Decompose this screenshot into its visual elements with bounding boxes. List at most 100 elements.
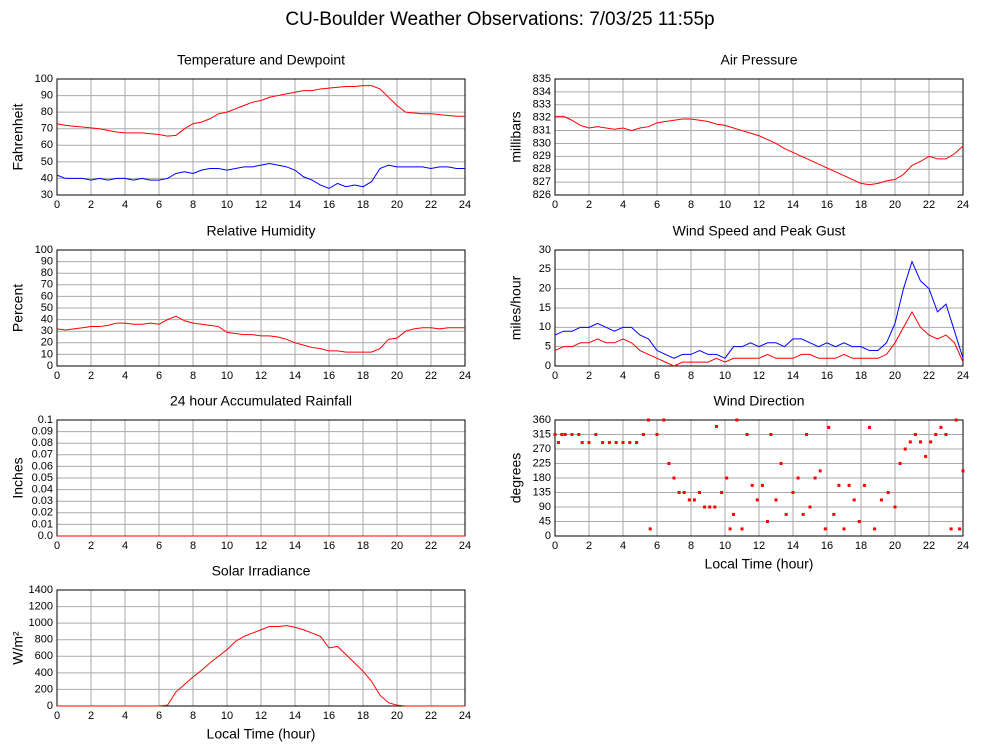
chart-title: Air Pressure [720,52,797,68]
x-tick-label: 16 [323,370,335,382]
x-tick-label: 6 [156,199,162,211]
x-tick-label: 2 [88,199,94,211]
data-point [893,505,897,509]
data-point [784,512,788,516]
x-tick-label: 14 [289,710,301,722]
data-point [868,425,871,429]
data-point [655,433,659,436]
x-tick-label: 10 [719,199,731,211]
data-point [805,433,809,436]
y-tick-label: 90 [41,89,53,101]
x-tick-label: 22 [425,199,437,211]
data-point [852,498,856,502]
data-point [929,440,933,444]
x-tick-label: 18 [855,199,867,211]
data-point [873,527,877,531]
y-tick-label: 30 [41,325,53,337]
x-tick-label: 0 [552,540,558,552]
x-tick-label: 12 [753,199,765,211]
data-point [774,498,778,502]
x-tick-label: 14 [787,370,799,382]
data-point [740,527,744,531]
y-tick-label: 835 [533,73,551,85]
y-tick-label: 830 [533,137,551,149]
data-point [745,433,749,436]
y-tick-label: 60 [41,139,53,151]
y-tick-label: 800 [35,634,53,646]
y-tick-label: 80 [41,106,53,118]
data-point [791,491,795,494]
x-tick-label: 6 [654,540,660,552]
data-point [698,491,701,494]
y-tick-label: 828 [533,163,551,175]
x-tick-label: 0 [54,540,60,552]
data-point [808,505,812,509]
y-tick-label: 834 [533,86,551,98]
y-tick-label: 50 [41,156,53,168]
data-point [713,505,717,509]
y-tick-label: 360 [533,414,551,426]
data-line [56,315,465,353]
data-line [56,163,465,189]
y-axis-label: degrees [508,453,524,504]
x-tick-label: 4 [620,540,626,552]
y-tick-label: 200 [35,683,53,695]
y-axis-label: Percent [10,284,26,332]
plot-frame [56,78,466,196]
data-point [827,425,831,429]
x-tick-label: 16 [323,199,335,211]
data-point [601,441,605,445]
x-tick-label: 8 [688,199,694,211]
y-axis-label: Fahrenheit [10,103,26,170]
data-point [779,462,783,465]
y-tick-label: 30 [539,244,551,256]
x-tick-label: 16 [821,199,833,211]
x-tick-label: 12 [255,540,267,552]
data-point [862,483,866,487]
data-line [57,625,465,707]
data-point [924,454,928,458]
data-line [554,260,964,359]
x-tick-label: 18 [357,710,369,722]
data-point [823,527,827,531]
y-tick-label: 0.1 [38,414,53,426]
x-tick-label: 12 [753,540,765,552]
data-point [732,512,735,516]
plot-frame [56,249,466,367]
data-point [750,483,754,487]
y-tick-label: 70 [41,279,53,291]
data-line [554,310,964,367]
x-tick-label: 0 [54,370,60,382]
x-tick-label: 6 [156,710,162,722]
plot-frame [554,419,964,537]
x-tick-label: 6 [654,199,660,211]
y-tick-label: 50 [41,302,53,314]
x-tick-label: 20 [391,199,403,211]
y-tick-label: 0.06 [32,460,53,472]
y-tick-label: 0.02 [32,507,53,519]
y-axis-label: W/m² [10,631,26,665]
y-tick-label: 5 [545,341,551,353]
y-tick-label: 90 [539,501,551,513]
data-point [580,441,584,445]
x-tick-label: 24 [459,199,471,211]
data-point [677,491,681,494]
x-tick-label: 12 [255,370,267,382]
y-tick-label: 0.03 [32,495,53,507]
y-axis-label: millibars [508,111,524,162]
y-tick-label: 100 [35,73,53,85]
data-point [594,433,598,436]
plot-frame [554,249,964,367]
chart-title: Wind Speed and Peak Gust [673,223,846,239]
y-tick-label: 829 [533,150,551,162]
x-tick-label: 24 [957,199,969,211]
data-point [725,476,729,480]
y-tick-label: 15 [539,302,551,314]
plot-frame [56,589,466,707]
x-tick-label: 4 [620,199,626,211]
x-tick-label: 22 [923,540,935,552]
data-point [563,433,567,436]
data-point [560,433,564,436]
y-tick-label: 30 [41,189,53,201]
data-point [898,462,902,465]
